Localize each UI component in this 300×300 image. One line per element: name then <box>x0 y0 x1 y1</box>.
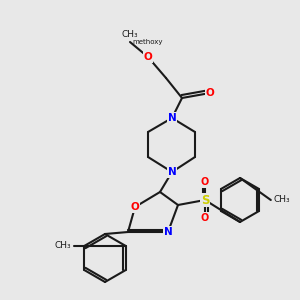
Text: S: S <box>201 194 209 206</box>
Text: N: N <box>164 227 172 237</box>
Text: CH₃: CH₃ <box>274 196 290 205</box>
Text: CH₃: CH₃ <box>122 30 138 39</box>
Text: O: O <box>201 213 209 223</box>
Text: N: N <box>168 113 176 123</box>
Text: N: N <box>168 167 176 177</box>
Text: O: O <box>206 88 214 98</box>
Text: methoxy: methoxy <box>133 39 163 45</box>
Text: O: O <box>201 177 209 187</box>
Text: CH₃: CH₃ <box>54 242 71 250</box>
Text: O: O <box>130 202 140 212</box>
Text: O: O <box>144 52 152 62</box>
